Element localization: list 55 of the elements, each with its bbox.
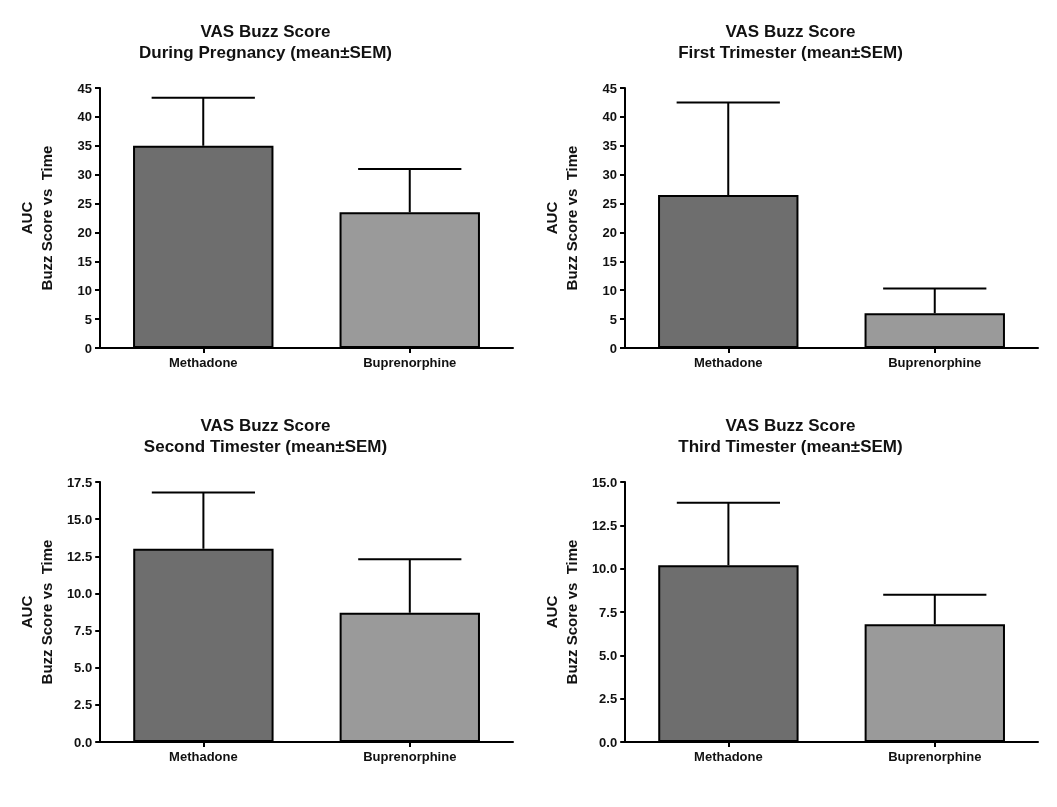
y-tick-label: 0.0 xyxy=(599,734,618,750)
y-tick-label: 10.0 xyxy=(66,585,93,601)
y-tick-label: 15.0 xyxy=(66,511,93,527)
x-tick-label: Methadone xyxy=(694,749,763,764)
y-tick-label: 35 xyxy=(602,138,617,154)
y-tick-label: 5.0 xyxy=(599,647,618,663)
y-tick-label: 2.5 xyxy=(599,691,618,707)
chart-title: VAS Buzz Score xyxy=(200,416,331,435)
y-tick-label: 25 xyxy=(77,196,92,212)
y-tick-label: 15.0 xyxy=(591,474,618,490)
chart-subtitle: Second Timester (mean±SEM) xyxy=(143,437,388,456)
y-tick-label: 10 xyxy=(602,282,617,298)
y-axis-title: AUC Buzz Score vs Time xyxy=(17,539,55,685)
x-tick-label: Buprenorphine xyxy=(363,749,457,764)
y-tick-label: 17.5 xyxy=(66,474,93,490)
y-tick-label: 2.5 xyxy=(74,697,93,713)
y-tick-label: 25 xyxy=(602,196,617,212)
y-axis-title: AUC Buzz Score vs Time xyxy=(542,145,580,291)
y-axis-title: AUC Buzz Score vs Time xyxy=(542,539,580,685)
y-tick-label: 20 xyxy=(77,224,92,240)
y-tick-label: 12.5 xyxy=(591,517,618,533)
chart-subtitle: During Pregnancy (mean±SEM) xyxy=(138,43,393,62)
x-tick-label: Buprenorphine xyxy=(888,355,982,370)
y-tick-label: 40 xyxy=(77,109,92,125)
y-tick-label: 45 xyxy=(602,80,617,96)
y-tick-label: 35 xyxy=(77,138,92,154)
x-tick-label: Buprenorphine xyxy=(363,355,457,370)
y-tick-label: 0.0 xyxy=(74,734,93,750)
y-tick-label: 15 xyxy=(602,253,617,269)
y-tick-label: 30 xyxy=(77,167,92,183)
y-tick-label: 0 xyxy=(609,340,617,356)
x-tick-label: Buprenorphine xyxy=(888,749,982,764)
y-tick-label: 5.0 xyxy=(74,660,93,676)
chart-subtitle: Third Timester (mean±SEM) xyxy=(678,437,903,456)
chart-title: VAS Buzz Score xyxy=(200,22,331,41)
y-axis-title: AUC Buzz Score vs Time xyxy=(17,145,55,291)
chart-title: VAS Buzz Score xyxy=(725,416,856,435)
y-tick-label: 7.5 xyxy=(74,623,93,639)
y-tick-label: 40 xyxy=(602,109,617,125)
y-tick-label: 15 xyxy=(77,253,92,269)
y-tick-label: 20 xyxy=(602,224,617,240)
y-tick-label: 0 xyxy=(84,340,92,356)
y-tick-label: 5 xyxy=(609,311,617,327)
y-tick-label: 10 xyxy=(77,282,92,298)
chart-subtitle: First Trimester (mean±SEM) xyxy=(678,43,903,62)
y-tick-label: 10.0 xyxy=(591,561,618,577)
y-tick-label: 45 xyxy=(77,80,92,96)
y-tick-label: 5 xyxy=(84,311,92,327)
x-tick-label: Methadone xyxy=(693,355,763,370)
x-tick-label: Methadone xyxy=(169,749,238,764)
x-tick-label: Methadone xyxy=(168,355,238,370)
y-tick-label: 7.5 xyxy=(599,604,618,620)
chart-title: VAS Buzz Score xyxy=(725,22,856,41)
y-tick-label: 30 xyxy=(602,167,617,183)
y-tick-label: 12.5 xyxy=(66,548,93,564)
